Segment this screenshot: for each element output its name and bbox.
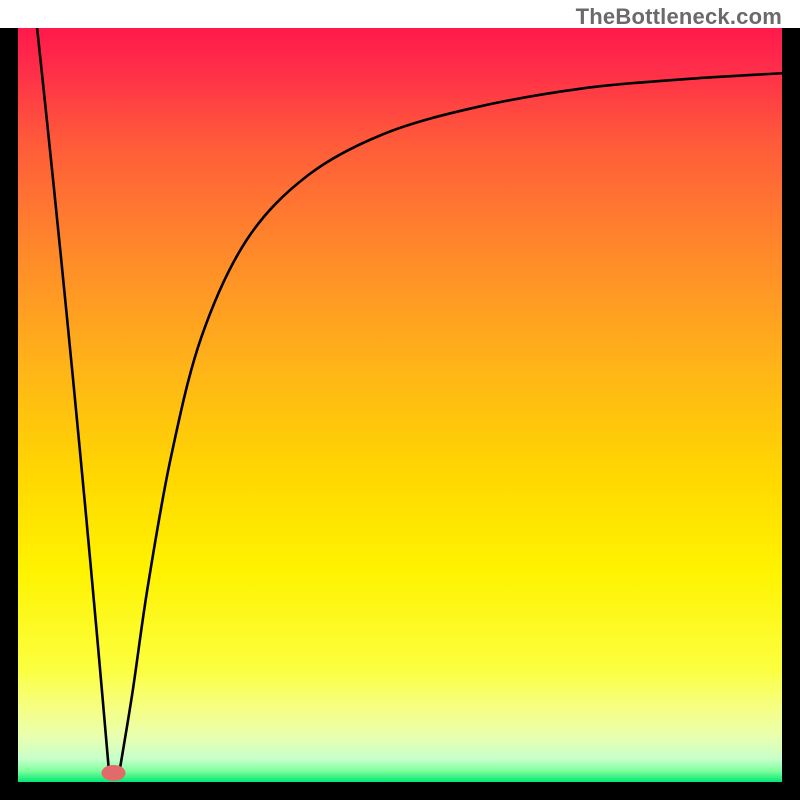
bottleneck-chart bbox=[0, 0, 800, 800]
chart-container: TheBottleneck.com bbox=[0, 0, 800, 800]
minimum-marker bbox=[102, 765, 126, 781]
watermark-text: TheBottleneck.com bbox=[576, 4, 782, 30]
plot-background bbox=[18, 28, 782, 782]
